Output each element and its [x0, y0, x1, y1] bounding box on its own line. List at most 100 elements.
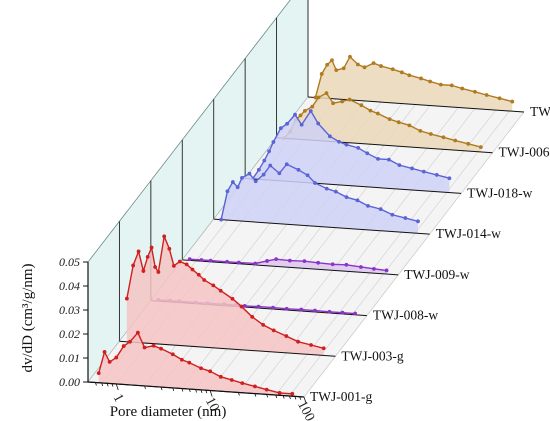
data-point: [262, 158, 267, 163]
data-point: [399, 70, 404, 75]
data-point: [316, 260, 321, 265]
data-point: [225, 189, 230, 194]
data-point: [211, 283, 216, 288]
data-point: [390, 67, 395, 72]
x-tick: [172, 387, 175, 392]
series-line: [98, 331, 293, 395]
data-point: [390, 212, 395, 217]
data-point: [347, 97, 352, 102]
data-point: [365, 151, 370, 156]
data-point: [340, 99, 345, 104]
data-point: [135, 330, 140, 335]
data-point: [313, 95, 318, 100]
series-area: [315, 56, 513, 112]
x-tick: [209, 390, 213, 397]
series-area: [98, 332, 293, 397]
x-tick: [282, 395, 285, 399]
data-point: [355, 198, 360, 203]
data-point: [484, 93, 489, 97]
data-point: [344, 142, 349, 147]
data-point: [256, 167, 261, 172]
data-point: [313, 308, 317, 313]
data-point: [325, 62, 330, 67]
data-point: [460, 86, 465, 91]
data-point: [285, 121, 290, 126]
data-point: [293, 112, 297, 117]
x-tick: [115, 383, 119, 391]
data-point: [202, 278, 207, 282]
x-tick: [289, 395, 291, 400]
data-point: [277, 391, 282, 395]
data-point: [253, 179, 258, 184]
data-point: [327, 309, 332, 314]
data-point: [378, 207, 383, 212]
data-point: [271, 328, 276, 333]
data-point: [196, 272, 201, 277]
data-point: [473, 89, 477, 94]
axes-group: 0.00 0.01 0.02 0.03 0.04 0.05 1 10 100: [59, 255, 317, 421]
data-point: [434, 173, 439, 177]
x-tick: [275, 394, 278, 399]
y-tick-label: 0.03: [59, 303, 80, 317]
data-point: [102, 350, 107, 354]
data-point: [184, 262, 189, 267]
data-point: [396, 120, 401, 125]
data-point: [171, 263, 176, 268]
data-point: [428, 79, 433, 84]
data-point: [449, 83, 454, 88]
data-point: [410, 166, 414, 171]
data-point: [421, 169, 426, 174]
x-tick: [195, 389, 197, 393]
data-point: [141, 269, 146, 273]
data-point: [124, 296, 129, 301]
series-baseline: [182, 259, 399, 276]
data-point: [478, 145, 483, 149]
data-point: [316, 95, 321, 100]
series-baseline: [307, 96, 525, 113]
y-tick-label: 0.05: [59, 255, 80, 269]
series-label: TWJ-003-g: [341, 348, 403, 363]
x-tick: [303, 396, 307, 404]
data-point: [230, 180, 235, 184]
data-point: [187, 257, 192, 262]
x-tick: [160, 386, 163, 391]
data-point: [387, 117, 392, 122]
data-point: [242, 303, 247, 308]
data-point: [331, 101, 335, 106]
data-point: [267, 149, 272, 154]
data-point: [416, 219, 420, 224]
data-point: [305, 173, 310, 178]
series-label: TWJ-014-w: [436, 226, 501, 241]
data-point: [131, 263, 136, 268]
data-point: [136, 249, 141, 254]
data-point: [368, 108, 373, 113]
data-point: [447, 176, 452, 181]
data-point: [236, 260, 241, 265]
data-point: [219, 217, 224, 222]
series-label: TWJ-018-w: [467, 185, 532, 200]
data-point: [453, 138, 458, 143]
data-point: [324, 186, 329, 191]
x-tick: [101, 382, 104, 387]
data-point: [319, 72, 324, 76]
data-point: [264, 387, 269, 392]
data-point: [298, 113, 303, 118]
data-point: [372, 266, 376, 271]
data-point: [199, 366, 203, 371]
data-point: [356, 145, 361, 150]
data-point: [253, 384, 257, 389]
data-point: [177, 259, 182, 264]
data-point: [366, 203, 370, 208]
data-point: [296, 339, 300, 344]
data-point: [284, 162, 289, 167]
data-point: [302, 108, 307, 113]
data-point: [407, 73, 412, 78]
data-point: [287, 258, 292, 263]
data-point: [121, 344, 126, 348]
data-point: [261, 172, 266, 177]
data-point: [190, 267, 195, 272]
data-point: [362, 65, 367, 70]
data-point: [384, 268, 389, 273]
data-point: [290, 391, 295, 396]
